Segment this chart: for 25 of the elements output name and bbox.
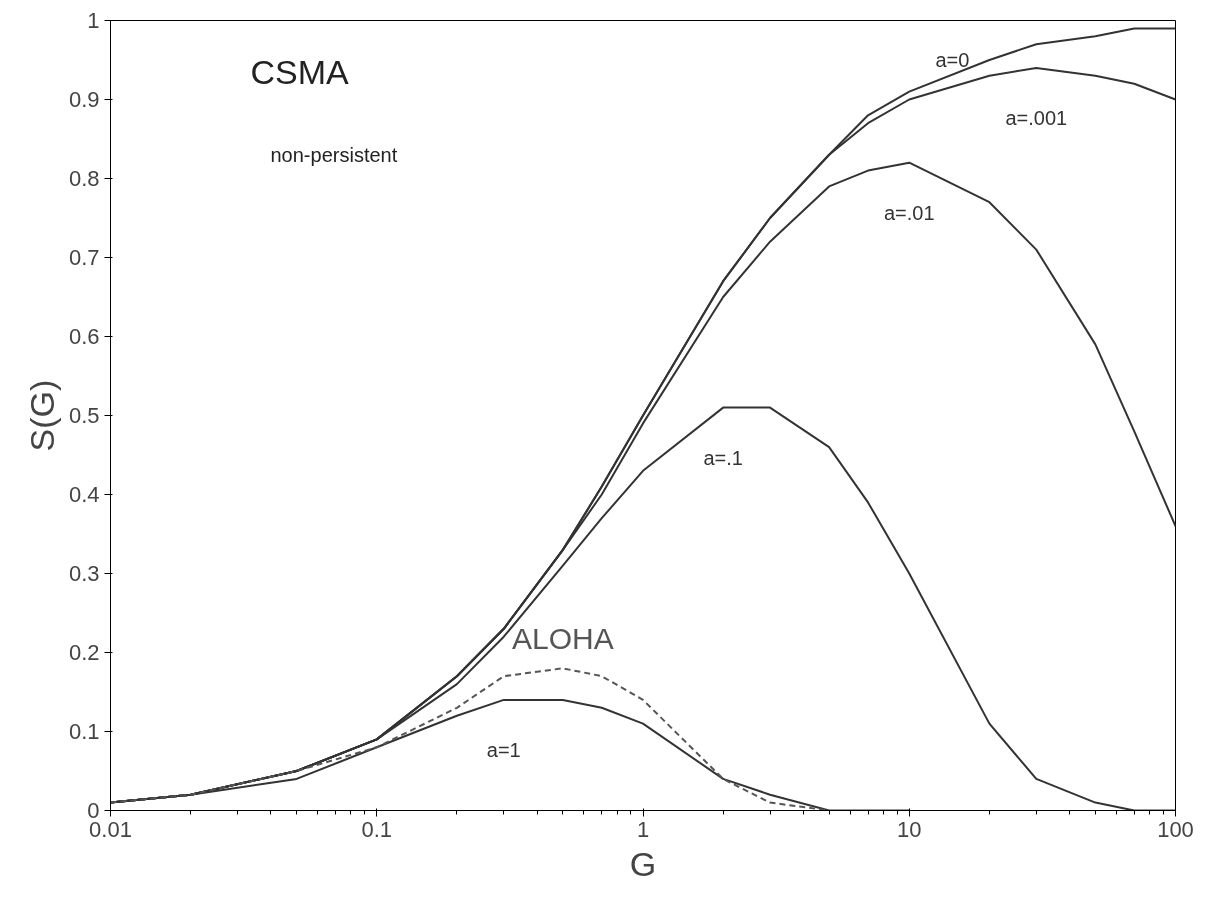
y-tick-label: 0 xyxy=(87,798,100,823)
series-label: a=1 xyxy=(486,738,521,761)
annotation: non-persistent xyxy=(270,143,398,166)
series-label: a=.001 xyxy=(1005,106,1068,129)
x-tick-label: 1 xyxy=(636,816,650,842)
y-tick-label: 0.2 xyxy=(68,640,100,665)
x-tick-label: 100 xyxy=(1157,816,1194,842)
x-tick-label: 0.1 xyxy=(361,816,393,842)
y-tick-label: 0.6 xyxy=(68,324,100,349)
y-tick-label: 0.4 xyxy=(68,482,100,507)
series-label: a=.1 xyxy=(703,446,743,469)
series-label: a=.01 xyxy=(883,201,935,224)
y-tick-label: 0.1 xyxy=(68,719,100,744)
y-tick-label: 0.3 xyxy=(68,561,100,586)
y-tick-label: 0.9 xyxy=(68,87,100,112)
x-axis-title: G xyxy=(629,844,657,883)
y-tick-label: 0.7 xyxy=(68,245,100,270)
series-label: a=0 xyxy=(935,49,970,71)
series-label: ALOHA xyxy=(512,621,614,655)
y-tick-label: 0.5 xyxy=(68,403,100,428)
y-tick-label: 0.8 xyxy=(68,166,100,191)
y-axis-title: S(G) xyxy=(22,379,61,452)
y-tick-label: 1 xyxy=(87,8,100,33)
x-tick-label: 10 xyxy=(897,816,922,842)
annotation: CSMA xyxy=(250,52,350,91)
